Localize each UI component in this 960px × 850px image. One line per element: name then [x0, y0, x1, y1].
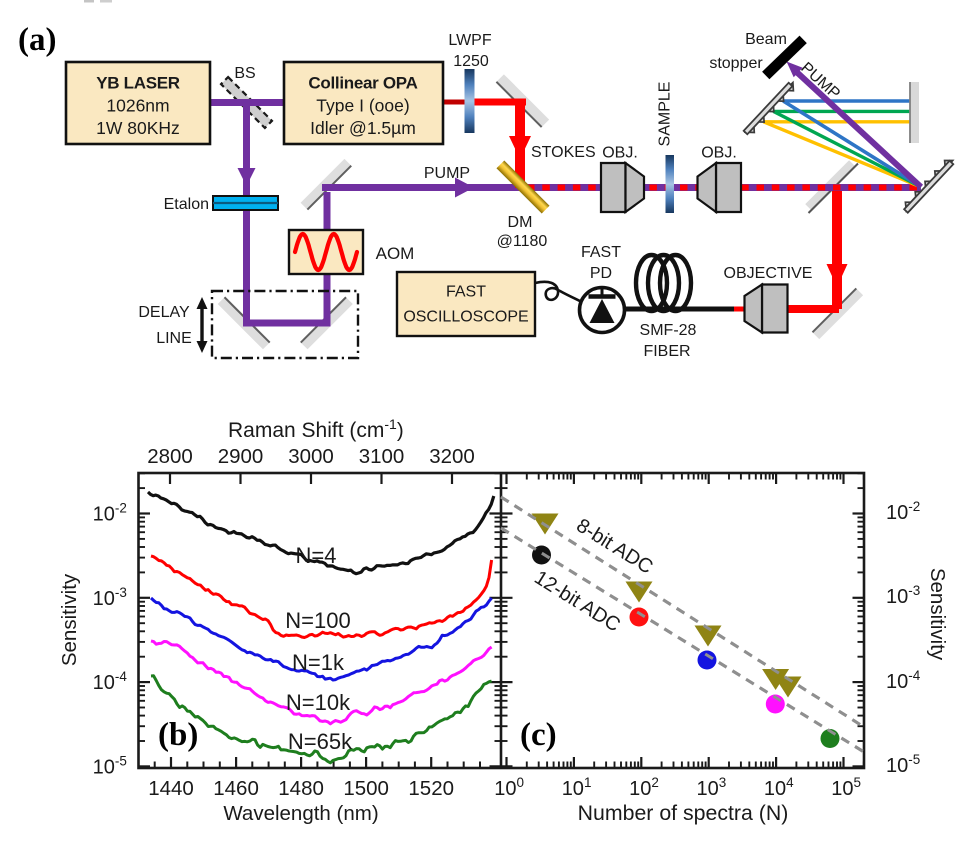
- svg-text:Etalon: Etalon: [164, 196, 209, 213]
- svg-text:Type I (ooe): Type I (ooe): [316, 96, 409, 116]
- svg-text:(b): (b): [158, 717, 198, 753]
- svg-text:FIBER: FIBER: [643, 343, 690, 360]
- svg-text:Collinear OPA: Collinear OPA: [308, 74, 417, 93]
- svg-text:1W 80KHz: 1W 80KHz: [96, 118, 180, 138]
- svg-text:(c): (c): [520, 717, 557, 753]
- svg-text:YB LASER: YB LASER: [96, 74, 180, 93]
- svg-text:Wavelength (nm): Wavelength (nm): [223, 802, 378, 825]
- svg-text:N=4: N=4: [296, 543, 337, 568]
- svg-text:DELAY: DELAY: [138, 304, 190, 321]
- svg-text:OBJECTIVE: OBJECTIVE: [724, 265, 813, 282]
- svg-text:1460: 1460: [213, 777, 259, 800]
- svg-text:3100: 3100: [359, 445, 405, 468]
- svg-text:FAST: FAST: [446, 284, 486, 301]
- svg-text:PUMP: PUMP: [424, 165, 470, 182]
- svg-text:stopper: stopper: [709, 55, 763, 72]
- svg-text:Raman Shift (cm-1): Raman Shift (cm-1): [228, 416, 404, 442]
- svg-text:1520: 1520: [408, 777, 454, 800]
- svg-text:3200: 3200: [429, 445, 475, 468]
- svg-text:1440: 1440: [148, 777, 194, 800]
- svg-text:1480: 1480: [278, 777, 324, 800]
- svg-text:SMF-28: SMF-28: [640, 322, 697, 339]
- svg-text:1026nm: 1026nm: [106, 96, 169, 116]
- svg-text:3000: 3000: [288, 445, 334, 468]
- svg-text:1500: 1500: [343, 777, 389, 800]
- svg-text:N=10k: N=10k: [286, 690, 351, 715]
- svg-text:OBJ.: OBJ.: [602, 145, 638, 162]
- svg-text:OBJ.: OBJ.: [701, 145, 737, 162]
- svg-text:@1180: @1180: [497, 233, 548, 250]
- svg-text:STOKES: STOKES: [531, 144, 596, 161]
- svg-text:SAMPLE: SAMPLE: [657, 82, 674, 147]
- svg-text:Number of spectra (N): Number of spectra (N): [578, 801, 789, 825]
- svg-text:N=100: N=100: [285, 608, 350, 633]
- svg-text:OSCILLOSCOPE: OSCILLOSCOPE: [403, 309, 528, 326]
- svg-text:N=1k: N=1k: [292, 650, 345, 675]
- svg-text:Idler @1.5µm: Idler @1.5µm: [310, 118, 416, 138]
- svg-text:DM: DM: [508, 214, 533, 231]
- svg-text:FAST: FAST: [581, 244, 621, 261]
- svg-text:2900: 2900: [218, 445, 264, 468]
- svg-text:LWPF: LWPF: [448, 32, 491, 49]
- svg-text:Sensitivity: Sensitivity: [58, 573, 81, 666]
- svg-text:Sensitivity: Sensitivity: [926, 568, 949, 661]
- svg-text:BS: BS: [234, 65, 255, 82]
- svg-text:LINE: LINE: [156, 330, 192, 347]
- svg-text:2800: 2800: [147, 445, 193, 468]
- svg-text:Beam: Beam: [745, 31, 787, 48]
- svg-text:N=65k: N=65k: [288, 729, 353, 754]
- svg-text:AOM: AOM: [376, 244, 415, 263]
- svg-text:1250: 1250: [453, 53, 489, 70]
- svg-text:(a): (a): [18, 22, 56, 58]
- svg-text:PD: PD: [590, 265, 612, 282]
